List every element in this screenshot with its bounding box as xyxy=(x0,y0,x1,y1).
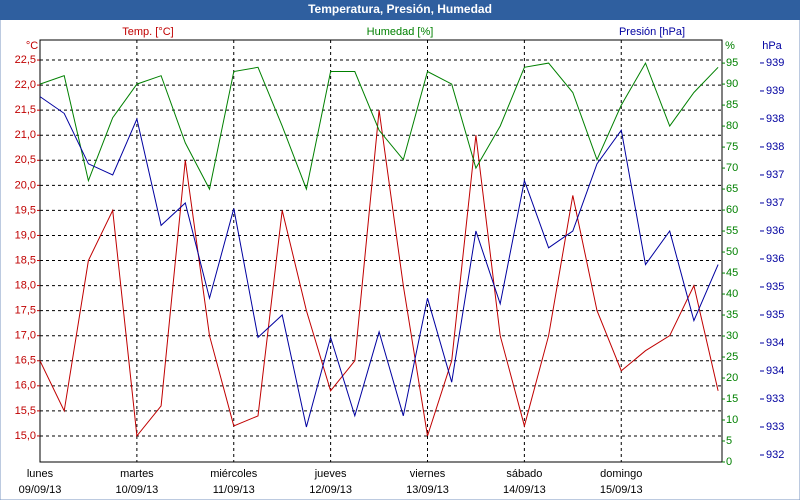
axis-unit: °C xyxy=(26,40,38,52)
y3-tick-label: 0 xyxy=(726,456,732,468)
x-tick-label: martes xyxy=(120,468,154,480)
x-tick-date: 13/09/13 xyxy=(406,484,449,496)
title-bar xyxy=(0,0,800,20)
y3-tick-label: 35 xyxy=(726,309,738,321)
x-tick-date: 10/09/13 xyxy=(115,484,158,496)
y-tick-label: 20,0 xyxy=(15,179,36,191)
x-tick-label: jueves xyxy=(314,468,347,480)
y-tick-label: 18,0 xyxy=(15,279,36,291)
legend-entry: Temp. [°C] xyxy=(122,26,173,38)
y3-tick-label: 45 xyxy=(726,267,738,279)
y2-tick-label: 939 xyxy=(766,85,784,97)
y3-tick-label: 60 xyxy=(726,204,738,216)
y-tick-label: 15,0 xyxy=(15,430,36,442)
legend-entry: Presión [hPa] xyxy=(619,26,685,38)
y2-tick-label: 932 xyxy=(766,449,784,461)
y-tick-label: 15,5 xyxy=(15,405,36,417)
x-tick-date: 15/09/13 xyxy=(600,484,643,496)
y2-tick-label: 934 xyxy=(766,337,784,349)
y-tick-label: 22,5 xyxy=(15,54,36,66)
y3-tick-label: 85 xyxy=(726,99,738,111)
y3-tick-label: 20 xyxy=(726,372,738,384)
y3-tick-label: 25 xyxy=(726,351,738,363)
y-tick-label: 18,5 xyxy=(15,254,36,266)
axis-unit: hPa xyxy=(762,40,782,52)
legend-entry: Humedad [%] xyxy=(367,26,434,38)
y3-tick-label: 15 xyxy=(726,393,738,405)
y2-tick-label: 935 xyxy=(766,281,784,293)
y3-tick-label: 80 xyxy=(726,120,738,132)
chart-title: Temperatura, Presión, Humedad xyxy=(308,2,492,16)
y3-tick-label: 95 xyxy=(726,57,738,69)
y-tick-label: 20,5 xyxy=(15,154,36,166)
y3-tick-label: 5 xyxy=(726,435,732,447)
y2-tick-label: 933 xyxy=(766,421,784,433)
y2-tick-label: 934 xyxy=(766,365,784,377)
x-tick-label: viernes xyxy=(410,468,446,480)
x-tick-date: 09/09/13 xyxy=(19,484,62,496)
y-tick-label: 19,5 xyxy=(15,204,36,216)
y2-tick-label: 933 xyxy=(766,393,784,405)
x-tick-date: 12/09/13 xyxy=(309,484,352,496)
y-tick-label: 19,0 xyxy=(15,229,36,241)
x-tick-date: 14/09/13 xyxy=(503,484,546,496)
y2-tick-label: 938 xyxy=(766,141,784,153)
y2-tick-label: 935 xyxy=(766,309,784,321)
y-tick-label: 21,5 xyxy=(15,104,36,116)
y-tick-label: 22,0 xyxy=(15,79,36,91)
y2-tick-label: 938 xyxy=(766,113,784,125)
y3-tick-label: 30 xyxy=(726,330,738,342)
y2-tick-label: 937 xyxy=(766,169,784,181)
y-tick-label: 21,0 xyxy=(15,129,36,141)
x-tick-date: 11/09/13 xyxy=(213,484,255,496)
x-tick-label: miércoles xyxy=(210,468,258,480)
x-tick-label: sábado xyxy=(506,468,542,480)
axis-unit: % xyxy=(725,40,735,52)
y3-tick-label: 50 xyxy=(726,246,738,258)
series-line xyxy=(39,96,719,428)
y-tick-label: 17,0 xyxy=(15,330,36,342)
y3-tick-label: 55 xyxy=(726,225,738,237)
y-tick-label: 16,0 xyxy=(15,380,36,392)
x-tick-label: lunes xyxy=(27,468,54,480)
y-tick-label: 16,5 xyxy=(15,355,36,367)
y3-tick-label: 10 xyxy=(726,414,738,426)
y3-tick-label: 90 xyxy=(726,78,738,90)
y3-tick-label: 75 xyxy=(726,141,738,153)
y2-tick-label: 936 xyxy=(766,225,784,237)
y2-tick-label: 936 xyxy=(766,253,784,265)
x-tick-label: domingo xyxy=(600,468,642,480)
y3-tick-label: 70 xyxy=(726,162,738,174)
y2-tick-label: 937 xyxy=(766,197,784,209)
series-line xyxy=(39,61,719,191)
y3-tick-label: 40 xyxy=(726,288,738,300)
series-line xyxy=(39,110,719,438)
plot-area xyxy=(39,39,723,463)
y3-tick-label: 65 xyxy=(726,183,738,195)
y2-tick-label: 939 xyxy=(766,57,784,69)
y-tick-label: 17,5 xyxy=(15,305,36,317)
